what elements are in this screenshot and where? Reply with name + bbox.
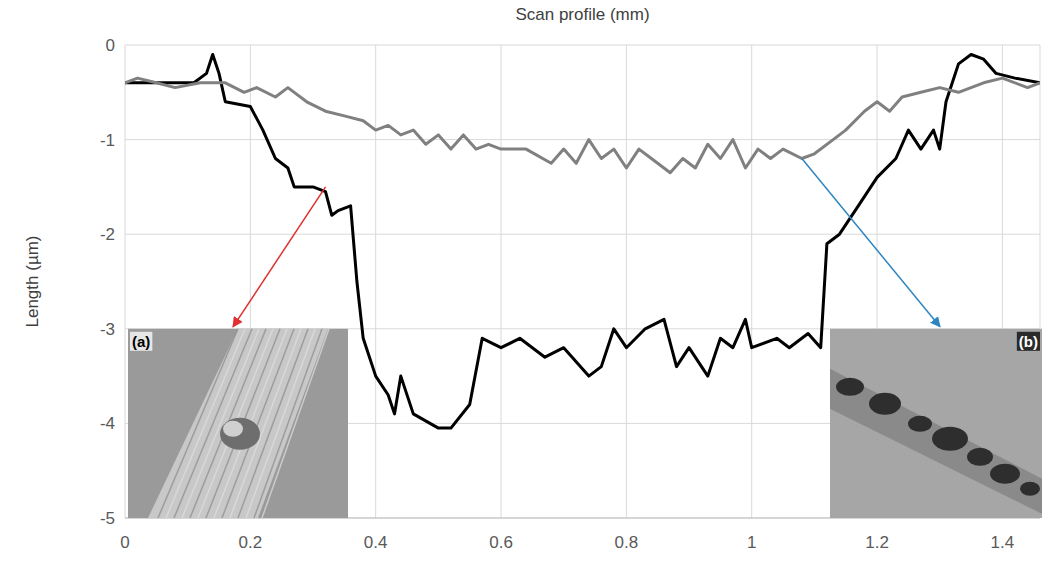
y-tick-label: -3 — [100, 320, 115, 339]
y-tick-label: 0 — [106, 36, 115, 55]
x-tick-label: 0.4 — [364, 533, 388, 552]
inset-label: (b) — [1019, 333, 1038, 350]
series-line — [125, 55, 1040, 429]
x-tick-label: 0 — [120, 533, 129, 552]
grid-line-x — [626, 45, 627, 518]
grid-line-y — [125, 45, 1040, 46]
y-tick-label: -5 — [100, 509, 115, 528]
inset-image-b — [830, 329, 1042, 518]
annotation-arrow — [802, 159, 940, 327]
y-tick-label: -1 — [100, 131, 115, 150]
x-tick-label: 0.6 — [489, 533, 513, 552]
x-tick-label: 0.2 — [239, 533, 263, 552]
inset-label: (a) — [132, 333, 150, 350]
title: Scan profile (mm) — [515, 5, 649, 24]
grid-line-y — [125, 234, 1040, 235]
grid-line-x — [375, 45, 376, 518]
grid-line-x — [751, 45, 752, 518]
y-tick-label: -2 — [100, 225, 115, 244]
chart: -5 -4 -3 -2 -1 0 0 0.2 0.4 0.6 0.8 1 1.2 1.4 Scan prof… — [0, 0, 1050, 573]
x-tick-label: 1 — [747, 533, 756, 552]
label-patch — [130, 332, 152, 351]
y-tick-label: -4 — [100, 414, 115, 433]
annotation-arrow — [233, 187, 326, 327]
series-group — [125, 55, 1040, 429]
x-tick-label: 0.8 — [615, 533, 639, 552]
grid-line-x — [501, 45, 502, 518]
x-tick-label: 1.2 — [865, 533, 889, 552]
x-tick-label: 1.4 — [991, 533, 1015, 552]
y-axis-title: Length (µm) — [23, 236, 42, 328]
inset-image-a — [128, 329, 348, 518]
label-patch — [1017, 332, 1040, 351]
grid-line-x — [125, 45, 126, 518]
series-line — [125, 78, 1040, 173]
